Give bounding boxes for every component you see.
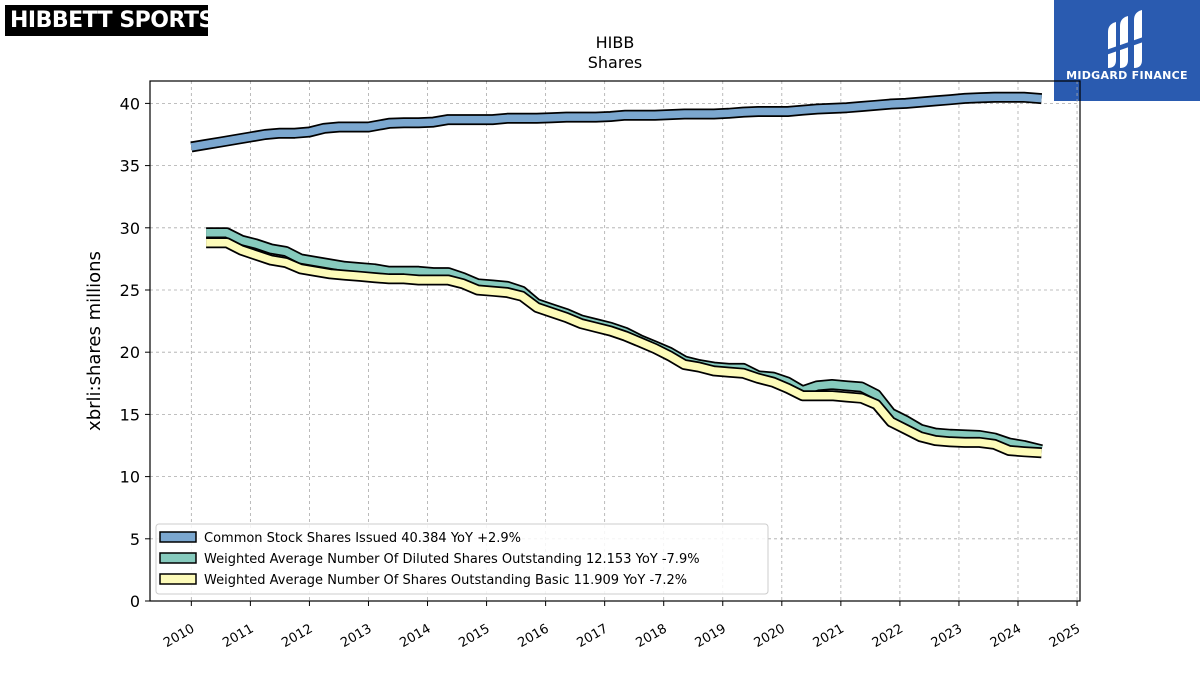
x-tick-label: 2019 xyxy=(693,621,729,651)
y-axis-label: xbrli:shares millions xyxy=(84,251,105,431)
series-line-2 xyxy=(206,238,1042,457)
hibbett-sports-logo: HIBBETT SPORTS® xyxy=(5,5,223,36)
y-tick-label: 25 xyxy=(120,281,140,300)
x-tick-label: 2013 xyxy=(338,621,374,651)
chart-subtitle: Shares xyxy=(588,53,643,72)
legend-swatch-0 xyxy=(159,531,197,543)
grid-lines xyxy=(150,81,1080,602)
x-tick-label: 2012 xyxy=(279,621,315,651)
registered-mark: ® xyxy=(213,8,223,18)
plot-frame xyxy=(149,80,1081,602)
y-tick-label: 40 xyxy=(120,94,140,113)
x-tick-label: 2017 xyxy=(575,621,611,651)
x-tick-label: 2025 xyxy=(1047,621,1083,651)
legend-label-0: Common Stock Shares Issued 40.384 YoY +2… xyxy=(204,531,521,546)
x-tick-label: 2016 xyxy=(515,621,551,651)
y-tick-label: 5 xyxy=(130,530,140,549)
x-tick-label: 2022 xyxy=(870,621,906,651)
y-tick-label: 0 xyxy=(130,592,140,611)
y-tick-label: 20 xyxy=(120,343,140,362)
y-tick-label: 15 xyxy=(120,405,140,424)
y-tick-label: 30 xyxy=(120,219,140,238)
brand-name: HIBBETT SPORTS xyxy=(10,8,214,33)
legend-label-1: Weighted Average Number Of Diluted Share… xyxy=(204,552,700,567)
x-tick-label: 2015 xyxy=(456,621,492,651)
x-tick-label: 2014 xyxy=(397,621,433,651)
legend-box xyxy=(155,523,769,595)
x-tick-label: 2018 xyxy=(634,621,670,651)
x-tick-label: 2024 xyxy=(988,621,1024,651)
legend-swatch-2 xyxy=(159,573,197,585)
legend-swatch-1 xyxy=(159,552,197,564)
x-tick-label: 2020 xyxy=(752,621,788,651)
series-group xyxy=(190,91,1043,459)
y-tick-label: 10 xyxy=(120,468,140,487)
finance-name: MIDGARD FINANCE xyxy=(1066,69,1188,82)
midgard-monogram-icon xyxy=(1106,10,1146,68)
x-tick-label: 2021 xyxy=(811,621,847,651)
x-tick-label: 2011 xyxy=(220,621,256,651)
x-tick-label: 2023 xyxy=(929,621,965,651)
y-tick-label: 35 xyxy=(120,157,140,176)
legend: Common Stock Shares Issued 40.384 YoY +2… xyxy=(155,523,769,595)
legend-label-2: Weighted Average Number Of Shares Outsta… xyxy=(204,573,687,588)
chart-title: HIBB xyxy=(596,33,635,52)
series-line-0 xyxy=(190,93,1042,151)
x-tick-label: 2010 xyxy=(161,621,197,651)
midgard-finance-logo: MIDGARD FINANCE xyxy=(1054,0,1200,101)
